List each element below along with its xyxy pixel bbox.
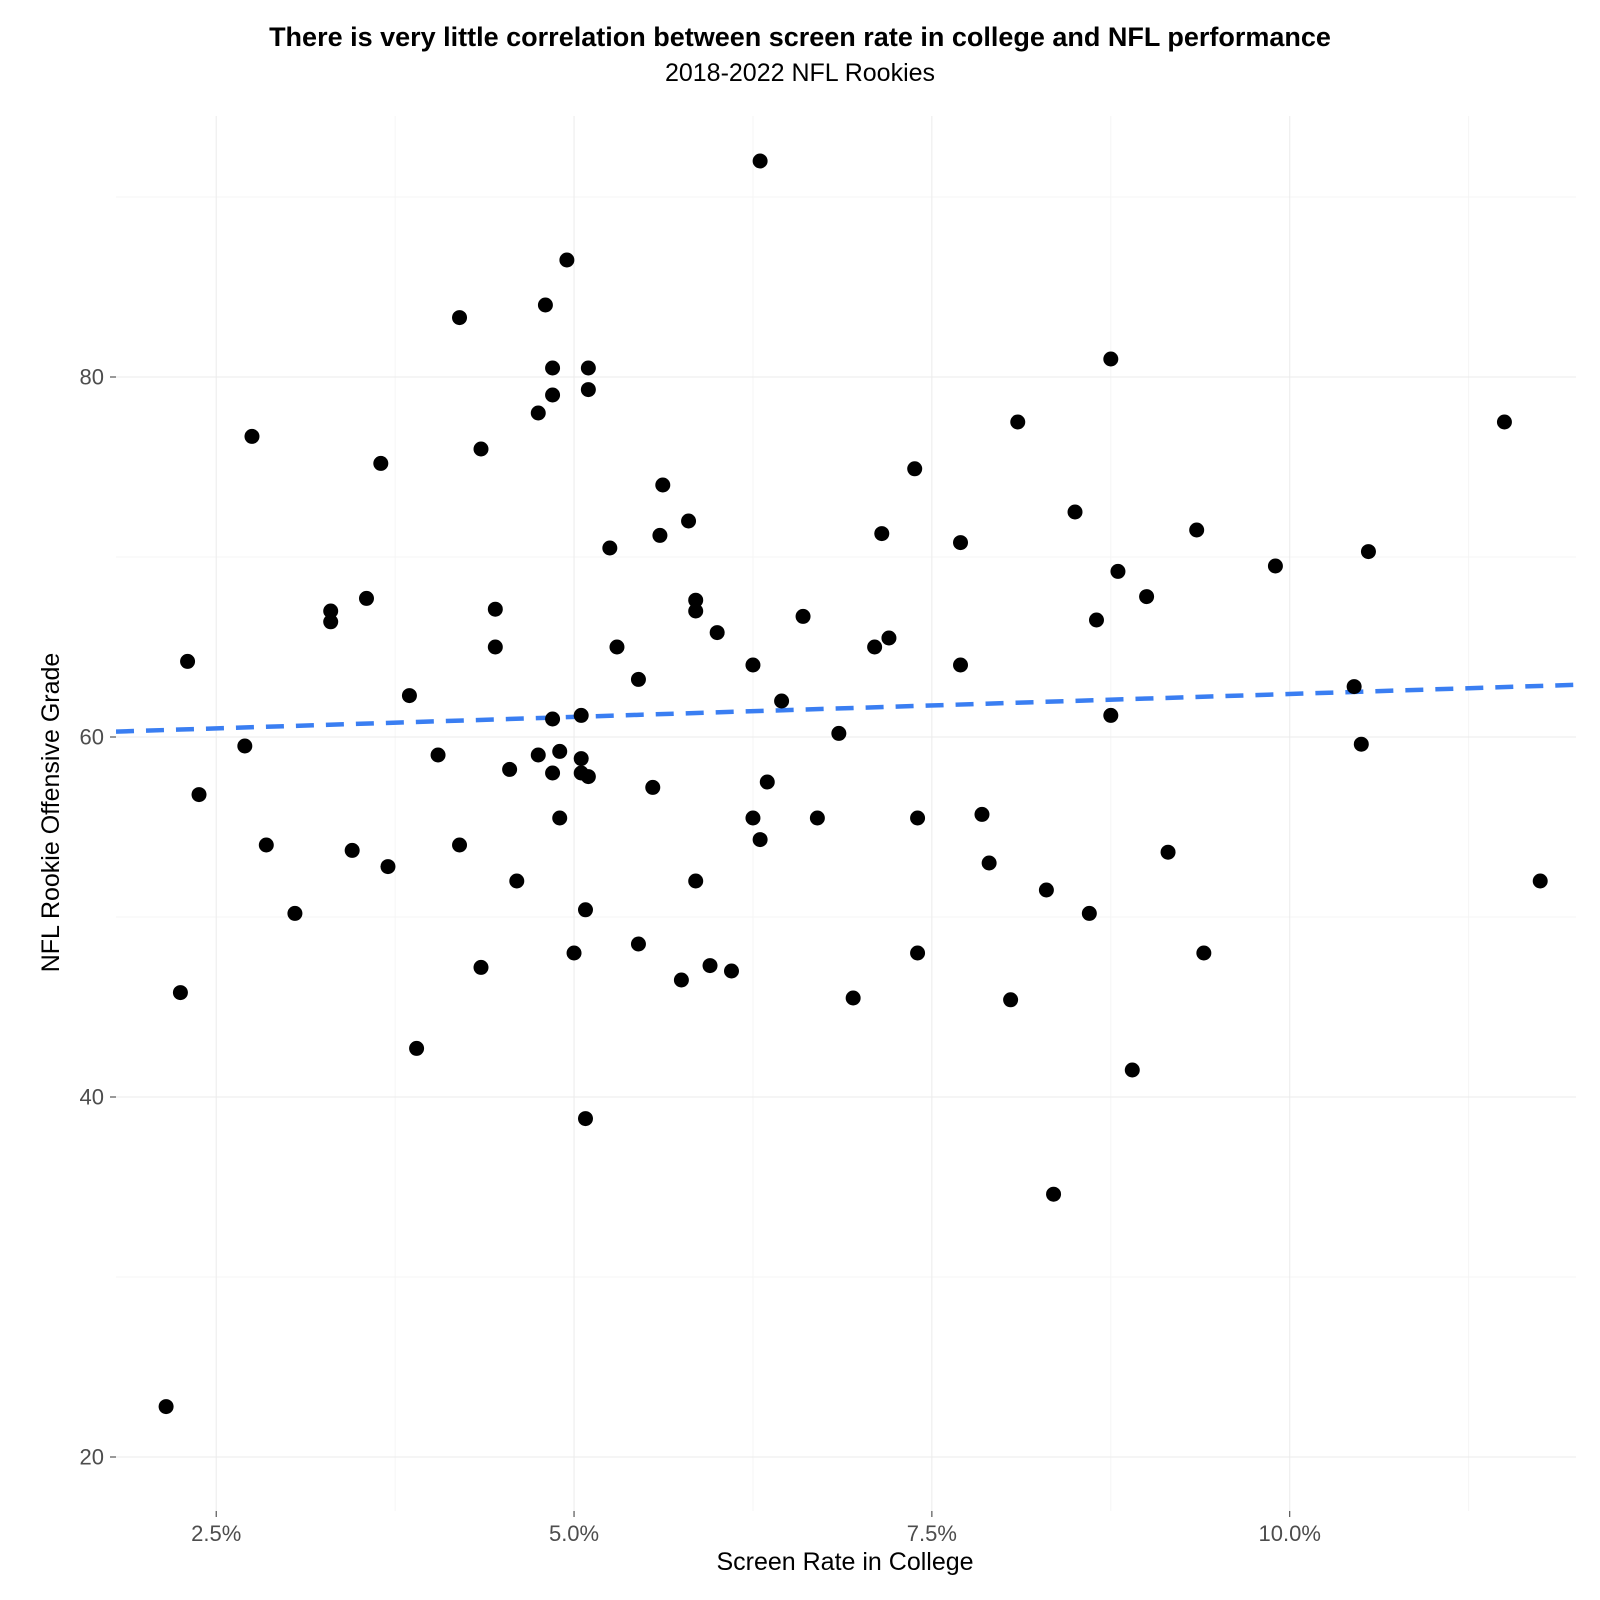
y-tick-label: 40 (80, 1085, 104, 1110)
chart-title: There is very little correlation between… (0, 22, 1600, 53)
x-tick-label: 10.0% (1259, 1521, 1321, 1546)
chart-container: There is very little correlation between… (0, 0, 1600, 1600)
y-tick-label: 80 (80, 365, 104, 390)
x-axis-label: Screen Rate in College (115, 1548, 1575, 1577)
plot-svg: 2.5% 5.0% 7.5% 10.0% 20 40 60 80 (66, 66, 1600, 1561)
y-axis-label: NFL Rookie Offensive Grade (37, 115, 66, 1510)
y-tick-label: 20 (80, 1445, 104, 1470)
plot-panel: 2.5%5.0%7.5%10.0%20406080 (115, 115, 1577, 1512)
y-tick-label: 60 (80, 725, 104, 750)
x-tick-label: 5.0% (549, 1521, 599, 1546)
x-tick-label: 2.5% (191, 1521, 241, 1546)
x-tick-label: 7.5% (907, 1521, 957, 1546)
